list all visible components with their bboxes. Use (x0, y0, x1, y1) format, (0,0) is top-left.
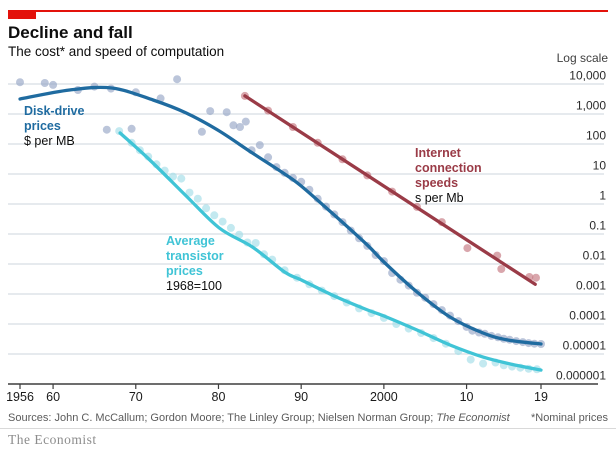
svg-text:0.001: 0.001 (576, 279, 606, 293)
y-axis-labels: 10,000 1,000 100 10 1 0.1 0.01 0.001 0.0001 0.000… (556, 69, 606, 383)
header-red-block (8, 10, 36, 19)
svg-text:100: 100 (586, 129, 606, 143)
svg-text:70: 70 (129, 390, 143, 404)
series-label-line: speeds (415, 176, 459, 190)
footer-sources: Sources: John C. McCallum; Gordon Moore;… (8, 412, 510, 424)
footer-sources-economist: The Economist (436, 412, 510, 424)
svg-text:19: 19 (534, 390, 548, 404)
series-label-unit: 1968=100 (166, 279, 222, 293)
series-label-line: transistor (166, 249, 224, 263)
x-axis: 1956 60 70 80 90 2000 10 19 (6, 384, 548, 404)
series-label-line: Internet (415, 146, 461, 160)
scatter-internet (240, 91, 540, 282)
svg-text:1: 1 (599, 189, 606, 203)
series-label-line: connection (415, 161, 482, 175)
svg-text:0.1: 0.1 (589, 219, 606, 233)
footer-footnote: *Nominal prices (530, 412, 608, 424)
svg-text:10,000: 10,000 (569, 69, 606, 83)
svg-text:1,000: 1,000 (576, 99, 606, 113)
series-label-line: Average (166, 234, 215, 248)
svg-text:0.0001: 0.0001 (569, 309, 606, 323)
trend-line-transistor (118, 131, 543, 372)
svg-text:0.00001: 0.00001 (563, 339, 607, 353)
page-subtitle: The cost* and speed of computation (8, 44, 225, 59)
page-title: Decline and fall (8, 23, 133, 42)
svg-text:1956: 1956 (6, 390, 34, 404)
footer-divider (0, 428, 616, 429)
series-label-internet-speeds: Internet connection speeds s per Mb (415, 146, 482, 206)
economist-brand: The Economist (8, 432, 97, 447)
series-label-line: prices (24, 119, 61, 133)
svg-text:0.000001: 0.000001 (556, 369, 606, 383)
svg-text:10: 10 (460, 390, 474, 404)
svg-text:0.01: 0.01 (583, 249, 607, 263)
trend-line-internet (243, 94, 537, 286)
trend-line-disk (18, 85, 543, 346)
series-label-line: Disk-drive (24, 104, 85, 118)
series-label-unit: $ per MB (24, 134, 75, 148)
series-label-unit: s per Mb (415, 191, 464, 205)
series-label-transistor-prices: Average transistor prices 1968=100 (166, 234, 224, 294)
series-label-disk-drive-prices: Disk-drive prices $ per MB (24, 104, 84, 149)
svg-text:80: 80 (212, 390, 226, 404)
svg-text:60: 60 (46, 390, 60, 404)
series-label-line: prices (166, 264, 203, 278)
svg-text:90: 90 (294, 390, 308, 404)
svg-text:2000: 2000 (370, 390, 398, 404)
header-red-rule (8, 10, 608, 12)
scatter-disk (16, 75, 545, 348)
log-scale-label: Log scale (556, 51, 608, 65)
footer-sources-text: Sources: John C. McCallum; Gordon Moore;… (8, 412, 437, 424)
svg-text:10: 10 (593, 159, 607, 173)
